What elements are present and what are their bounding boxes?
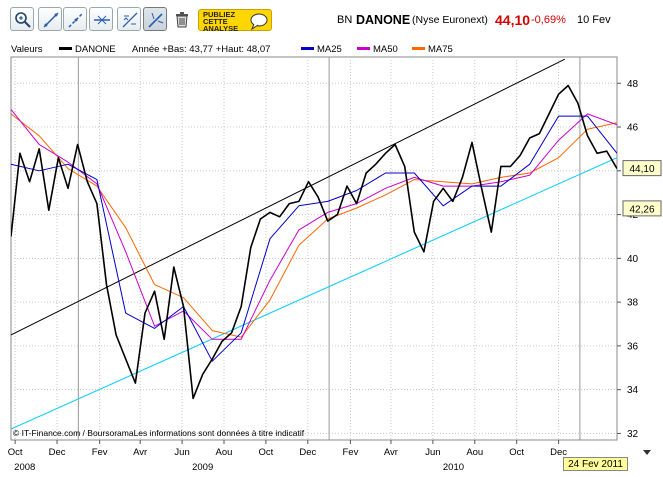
series-line-ma25 xyxy=(11,115,617,362)
legend-item-ma50: MA50 xyxy=(357,44,398,55)
trendline-support xyxy=(11,157,617,430)
last-date-label: 24 Fev 2011 xyxy=(563,457,628,471)
legend-danone-label: DANONE xyxy=(75,44,116,55)
pencil-tool-icon xyxy=(148,12,164,28)
legend-item-ma75: MA75 xyxy=(412,44,453,55)
hline-tool-button[interactable] xyxy=(89,7,113,31)
series-line-danone xyxy=(11,84,617,400)
legend-stats: Année +Bas: 43,77 +Haut: 48,07 xyxy=(132,44,271,55)
x-tick-label: Jun xyxy=(174,447,189,458)
quote-change: -0,69% xyxy=(531,14,566,26)
trash-icon xyxy=(176,12,188,28)
x-tick-label: Oct xyxy=(259,447,274,458)
legend-item-ma25: MA25 xyxy=(301,44,342,55)
scroll-down-icon xyxy=(643,450,651,455)
y-tick-label: 40 xyxy=(627,254,639,265)
x-tick-label: Oct xyxy=(509,447,524,458)
fibonacci-button[interactable] xyxy=(117,7,141,31)
quote-price: 44,10 xyxy=(495,12,531,28)
x-tick-label: Dec xyxy=(299,447,316,458)
x-year-label: 2009 xyxy=(192,462,213,473)
legend-ma50-label: MA50 xyxy=(373,44,398,55)
legend-ma75-label: MA75 xyxy=(428,44,453,55)
line-tool-button[interactable] xyxy=(38,7,62,31)
publish-analysis-button[interactable]: PUBLIEZ CETTE ANALYSE xyxy=(198,9,272,33)
copyright-notice: © IT-Finance.com / BoursoramaLes informa… xyxy=(13,428,305,438)
legend-item-danone: DANONE xyxy=(59,44,116,55)
price-label-box xyxy=(622,200,662,217)
x-tick-label: Aou xyxy=(216,447,233,458)
y-tick-label: 48 xyxy=(627,79,639,90)
x-tick-label: Avr xyxy=(133,447,147,458)
y-tick-label: 36 xyxy=(627,341,639,352)
price-label-box xyxy=(622,160,662,177)
x-year-label: 2010 xyxy=(443,462,464,473)
quote-date: 10 Fev xyxy=(577,14,611,26)
price-label: 42,26 xyxy=(629,204,654,215)
trend-tool-icon xyxy=(68,12,84,28)
quote-name: DANONE xyxy=(356,13,411,27)
ad-line-1: PUBLIEZ xyxy=(203,10,236,19)
ad-line-2: CETTE xyxy=(203,17,228,26)
legend-title: Valeurs xyxy=(11,44,43,55)
quote-code: BN xyxy=(337,14,353,26)
quote-market: (Nyse Euronext) xyxy=(412,14,488,26)
y-tick-label: 38 xyxy=(627,298,639,309)
x-tick-label: Dec xyxy=(550,447,567,458)
speech-bubble-icon xyxy=(250,13,268,30)
x-tick-label: Oct xyxy=(8,447,23,458)
price-label: 44,10 xyxy=(629,164,654,175)
y-tick-label: 32 xyxy=(627,429,639,440)
toolbar: PUBLIEZ CETTE ANALYSE BN DANONE (Nyse Eu… xyxy=(0,0,663,38)
zoom-button[interactable] xyxy=(10,7,34,31)
x-tick-label: Fev xyxy=(342,447,358,458)
y-tick-label: 34 xyxy=(627,385,639,396)
pencil-tool-button[interactable] xyxy=(143,7,167,31)
x-tick-label: Fev xyxy=(92,447,108,458)
legend-ma25-label: MA25 xyxy=(317,44,342,55)
trendline-resistance xyxy=(11,58,566,336)
x-year-label: 2008 xyxy=(14,462,35,473)
x-tick-label: Aou xyxy=(466,447,483,458)
x-tick-label: Dec xyxy=(49,447,66,458)
y-tick-label: 46 xyxy=(627,123,639,134)
zoom-icon xyxy=(15,12,31,28)
delete-button[interactable] xyxy=(170,7,194,31)
trend-tool-button[interactable] xyxy=(63,7,87,31)
hline-tool-icon xyxy=(94,15,110,25)
ad-line-3: ANALYSE xyxy=(203,24,239,33)
x-tick-label: Avr xyxy=(384,447,398,458)
series-line-ma50 xyxy=(11,109,617,340)
line-tool-icon xyxy=(43,12,59,28)
x-tick-label: Jun xyxy=(425,447,440,458)
fibonacci-icon xyxy=(122,12,138,28)
